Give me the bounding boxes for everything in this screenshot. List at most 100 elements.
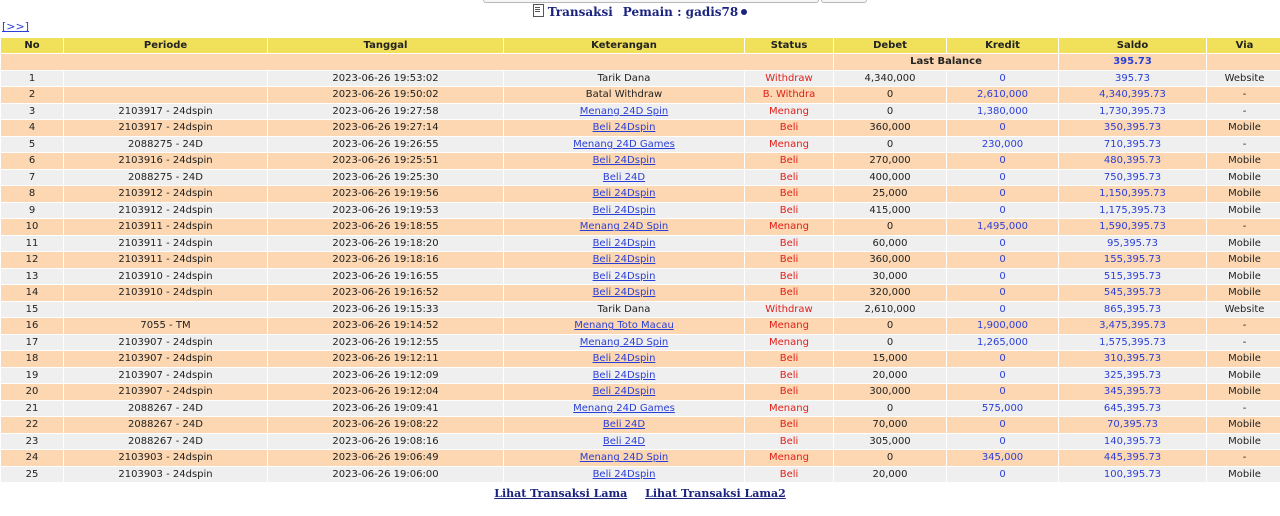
cell-periode: 7055 - TM <box>64 318 267 334</box>
cell-no: 7 <box>1 169 63 185</box>
cell-kredit: 0 <box>947 120 1058 136</box>
cell-via: - <box>1207 450 1280 466</box>
cell-debet: 320,000 <box>834 285 946 301</box>
keterangan-link[interactable]: Beli 24Dspin <box>592 287 656 299</box>
cell-debet: 270,000 <box>834 153 946 169</box>
keterangan-link[interactable]: Beli 24Dspin <box>592 204 656 216</box>
cell-status: Beli <box>745 351 833 367</box>
cell-via: - <box>1207 334 1280 350</box>
cell-keterangan: Beli 24Dspin <box>504 367 744 383</box>
document-icon <box>532 4 544 17</box>
keterangan-link[interactable]: Beli 24D <box>602 171 646 183</box>
cell-no: 12 <box>1 252 63 268</box>
table-row: 12 2103911 - 24dspin 2023-06-26 19:18:16 Be… <box>1 252 1280 268</box>
cell-periode <box>64 70 267 86</box>
cell-debet: 0 <box>834 334 946 350</box>
last-balance-via <box>1207 54 1280 70</box>
keterangan-link[interactable]: Beli 24D <box>602 419 646 431</box>
cell-kredit: 0 <box>947 351 1058 367</box>
lihat-transaksi-lama-link[interactable]: Lihat Transaksi Lama <box>494 487 628 500</box>
keterangan-link[interactable]: Menang 24D Spin <box>579 105 669 117</box>
cell-via: - <box>1207 318 1280 334</box>
last-balance-label: Last Balance <box>834 54 1058 70</box>
cell-no: 20 <box>1 384 63 400</box>
cell-tanggal: 2023-06-26 19:18:20 <box>268 235 503 251</box>
keterangan-link[interactable]: Menang 24D Spin <box>579 336 669 348</box>
cell-kredit: 1,380,000 <box>947 103 1058 119</box>
transaction-table: No Periode Tanggal Keterangan Status Deb… <box>0 37 1280 483</box>
cell-tanggal: 2023-06-26 19:06:00 <box>268 466 503 482</box>
cell-keterangan: Menang 24D Spin <box>504 103 744 119</box>
cell-saldo: 445,395.73 <box>1059 450 1206 466</box>
cell-status: Beli <box>745 433 833 449</box>
table-row: 10 2103911 - 24dspin 2023-06-26 19:18:55 Me… <box>1 219 1280 235</box>
cell-status: Beli <box>745 268 833 284</box>
cell-debet: 0 <box>834 450 946 466</box>
cell-saldo: 1,150,395.73 <box>1059 186 1206 202</box>
cell-status: Beli <box>745 466 833 482</box>
col-header-kredit: Kredit <box>947 38 1058 53</box>
cell-no: 25 <box>1 466 63 482</box>
cell-saldo: 325,395.73 <box>1059 367 1206 383</box>
cell-periode: 2103917 - 24dspin <box>64 120 267 136</box>
cell-kredit: 0 <box>947 466 1058 482</box>
cell-tanggal: 2023-06-26 19:06:49 <box>268 450 503 466</box>
cell-saldo: 710,395.73 <box>1059 136 1206 152</box>
cell-status: Beli <box>745 367 833 383</box>
top-button-box[interactable] <box>821 0 867 3</box>
cell-kredit: 0 <box>947 169 1058 185</box>
table-row: 5 2088275 - 24D 2023-06-26 19:26:55 Menang … <box>1 136 1280 152</box>
cell-via: Mobile <box>1207 466 1280 482</box>
col-header-debet: Debet <box>834 38 946 53</box>
cell-periode <box>64 301 267 317</box>
cell-via: Mobile <box>1207 417 1280 433</box>
keterangan-link[interactable]: Beli 24Dspin <box>592 468 656 480</box>
cell-via: Mobile <box>1207 120 1280 136</box>
cell-tanggal: 2023-06-26 19:53:02 <box>268 70 503 86</box>
keterangan-link[interactable]: Beli 24Dspin <box>592 188 656 200</box>
cell-kredit: 0 <box>947 186 1058 202</box>
cell-status: Menang <box>745 450 833 466</box>
keterangan-link[interactable]: Menang 24D Games <box>573 402 675 414</box>
cell-status: Beli <box>745 186 833 202</box>
cell-via: Mobile <box>1207 367 1280 383</box>
cell-periode: 2088275 - 24D <box>64 136 267 152</box>
keterangan-link[interactable]: Beli 24Dspin <box>592 237 656 249</box>
keterangan-link[interactable]: Beli 24D <box>602 435 646 447</box>
lihat-transaksi-lama2-link[interactable]: Lihat Transaksi Lama2 <box>645 487 786 500</box>
table-row: 24 2103903 - 24dspin 2023-06-26 19:06:49 Me… <box>1 450 1280 466</box>
cell-keterangan: Beli 24Dspin <box>504 384 744 400</box>
cell-saldo: 865,395.73 <box>1059 301 1206 317</box>
cell-saldo: 1,575,395.73 <box>1059 334 1206 350</box>
keterangan-link[interactable]: Beli 24Dspin <box>592 270 656 282</box>
keterangan-link[interactable]: Menang 24D Spin <box>579 452 669 464</box>
keterangan-link[interactable]: Beli 24Dspin <box>592 386 656 398</box>
cell-kredit: 0 <box>947 235 1058 251</box>
keterangan-link[interactable]: Beli 24Dspin <box>592 369 656 381</box>
table-row: 21 2088267 - 24D 2023-06-26 19:09:41 Menang… <box>1 400 1280 416</box>
keterangan-link[interactable]: Menang Toto Macau <box>574 320 674 332</box>
cell-debet: 300,000 <box>834 384 946 400</box>
table-row: 6 2103916 - 24dspin 2023-06-26 19:25:51 Bel… <box>1 153 1280 169</box>
top-input-box[interactable] <box>483 0 819 3</box>
cell-kredit: 0 <box>947 301 1058 317</box>
cell-tanggal: 2023-06-26 19:26:55 <box>268 136 503 152</box>
keterangan-link[interactable]: Menang 24D Games <box>573 138 675 150</box>
keterangan-link[interactable]: Beli 24Dspin <box>592 254 656 266</box>
keterangan-link[interactable]: Beli 24Dspin <box>592 155 656 167</box>
keterangan-link[interactable]: Beli 24Dspin <box>592 353 656 365</box>
cell-status: Beli <box>745 252 833 268</box>
cell-no: 21 <box>1 400 63 416</box>
cell-keterangan: Beli 24Dspin <box>504 186 744 202</box>
cell-keterangan: Beli 24Dspin <box>504 268 744 284</box>
keterangan-link[interactable]: Beli 24Dspin <box>592 122 656 134</box>
table-row: 25 2103903 - 24dspin 2023-06-26 19:06:00 Be… <box>1 466 1280 482</box>
next-page-link[interactable]: [>>] <box>2 20 30 33</box>
cell-keterangan: Menang 24D Spin <box>504 334 744 350</box>
info-icon[interactable] <box>741 9 748 15</box>
table-row: 19 2103907 - 24dspin 2023-06-26 19:12:09 Be… <box>1 367 1280 383</box>
keterangan-link[interactable]: Menang 24D Spin <box>579 221 669 233</box>
page-header: Transaksi Pemain : gadis78 <box>0 4 1280 20</box>
cell-no: 15 <box>1 301 63 317</box>
cell-periode <box>64 87 267 103</box>
